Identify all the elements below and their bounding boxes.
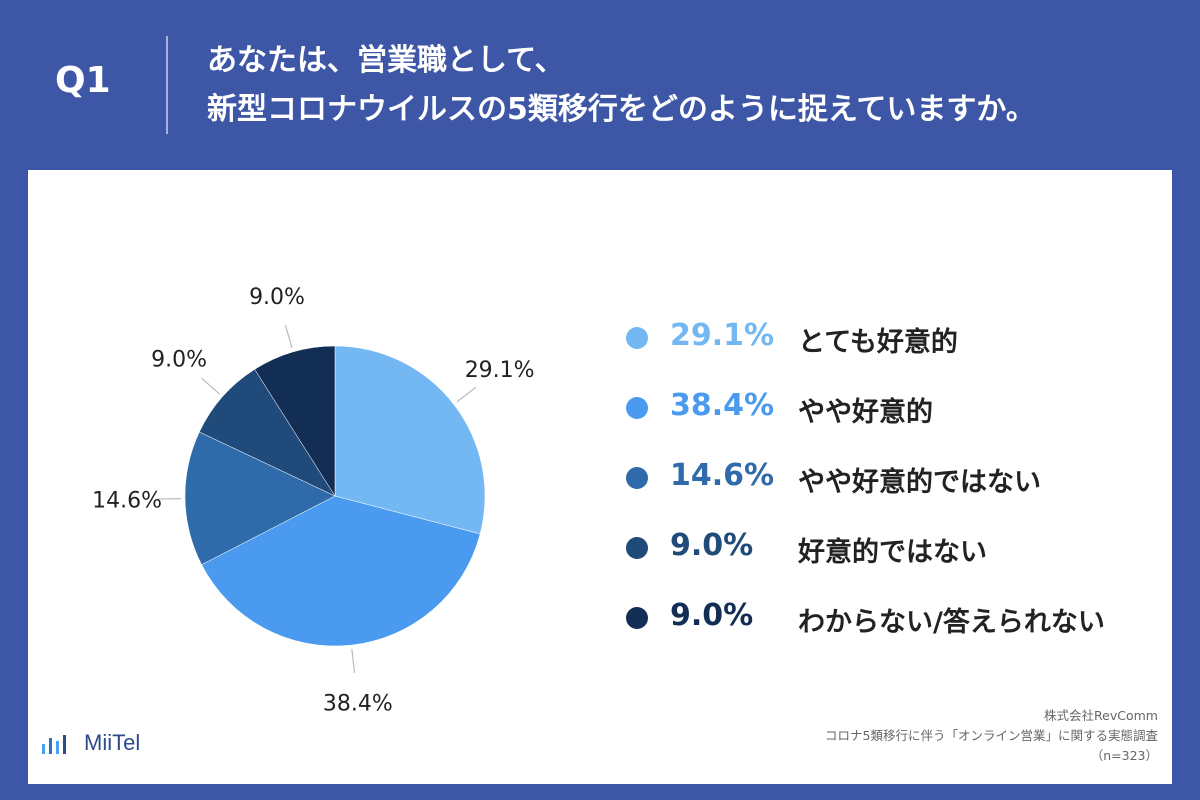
logo-text: MiiTel [84, 730, 141, 755]
pie-leader-line-5 [284, 324, 293, 349]
legend-swatch-2 [626, 397, 648, 419]
pie-slice-5 [254, 345, 336, 497]
chart-panel: 29.1% 38.4% 14.6% 9.0% 9.0% 29.1% とても好意的 38.4%… [28, 170, 1172, 784]
legend-percent-1: 29.1% [670, 318, 775, 353]
pie-data-label-2: 38.4% [323, 692, 393, 717]
pie-leader-line-4 [201, 377, 220, 395]
legend: 29.1% とても好意的 38.4% やや好意的 14.6% やや好意的ではない 9.0% 好… [626, 310, 1166, 660]
legend-swatch-4 [626, 537, 648, 559]
legend-swatch-3 [626, 467, 648, 489]
pie-leader-line-2 [351, 649, 356, 673]
pie-slice-2 [201, 495, 481, 647]
legend-item-2: 38.4% やや好意的 [626, 380, 1166, 450]
pie-chart: 29.1% 38.4% 14.6% 9.0% 9.0% [92, 285, 535, 717]
question-title-line-2: 新型コロナウイルスの5類移行をどのように捉えていますか。 [207, 92, 1036, 127]
legend-label-2: やや好意的 [798, 397, 933, 428]
legend-item-3: 14.6% やや好意的ではない [626, 450, 1166, 520]
header-divider [166, 36, 168, 134]
legend-swatch-1 [626, 327, 648, 349]
logo-bars-icon [42, 735, 66, 754]
question-number: Q1 [55, 60, 111, 101]
legend-label-3: やや好意的ではない [798, 467, 1041, 498]
header: Q1 あなたは、営業職として、 新型コロナウイルスの5類移行をどのように捉えてい… [0, 0, 1200, 170]
source-sample: （n=323） [1090, 748, 1158, 763]
source-note: 株式会社RevComm コロナ5類移行に伴う「オンライン営業」に関する実態調査 … [638, 706, 1158, 766]
pie-slice-3 [184, 431, 336, 566]
legend-label-5: わからない/答えられない [798, 607, 1105, 638]
legend-label-1: とても好意的 [798, 327, 958, 358]
legend-percent-5: 9.0% [670, 598, 754, 633]
pie-slice-4 [199, 368, 336, 497]
legend-label-4: 好意的ではない [798, 537, 987, 568]
pie-slice-1 [334, 345, 486, 535]
legend-percent-3: 14.6% [670, 458, 775, 493]
pie-data-label-4: 9.0% [151, 347, 207, 372]
legend-percent-4: 9.0% [670, 528, 754, 563]
legend-item-5: 9.0% わからない/答えられない [626, 590, 1166, 660]
source-company: 株式会社RevComm [1044, 708, 1158, 723]
question-title-line-1: あなたは、営業職として、 [207, 43, 565, 78]
question-title: あなたは、営業職として、 新型コロナウイルスの5類移行をどのように捉えていますか… [207, 36, 1182, 134]
source-survey: コロナ5類移行に伴う「オンライン営業」に関する実態調査 [825, 728, 1158, 743]
legend-item-4: 9.0% 好意的ではない [626, 520, 1166, 590]
pie-leader-line-1 [456, 386, 477, 403]
legend-item-1: 29.1% とても好意的 [626, 310, 1166, 380]
legend-percent-2: 38.4% [670, 388, 775, 423]
pie-data-label-5: 9.0% [249, 285, 305, 310]
pie-data-label-1: 29.1% [465, 358, 535, 383]
pie-data-label-3: 14.6% [92, 489, 162, 514]
legend-swatch-5 [626, 607, 648, 629]
